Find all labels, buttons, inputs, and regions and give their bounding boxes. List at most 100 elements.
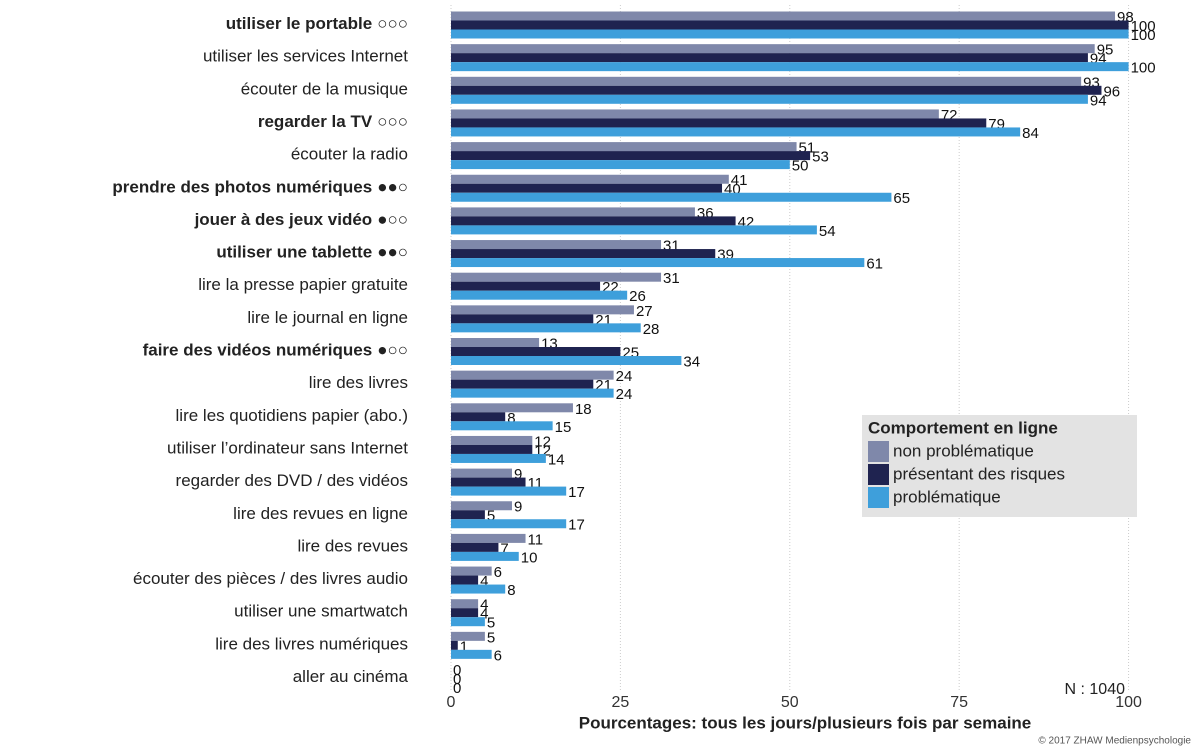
category-name: regarder la TV xyxy=(258,112,373,131)
category-marker: ○○○ xyxy=(377,112,408,131)
category-name: utiliser le portable xyxy=(226,14,372,33)
value-label: 12 xyxy=(534,433,551,450)
category-name: prendre des photos numériques xyxy=(112,178,372,197)
y-tick-label: lire des livres numériques xyxy=(215,635,408,654)
y-tick-label: utiliser les services Internet xyxy=(203,47,408,66)
bar xyxy=(451,599,479,609)
y-tick-label: regarder des DVD / des vidéos xyxy=(176,472,408,491)
bar xyxy=(451,356,682,365)
value-label: 100 xyxy=(1131,18,1156,35)
y-tick-label: lire la presse papier gratuite xyxy=(198,276,408,295)
bar xyxy=(451,640,458,650)
category-name: lire le journal en ligne xyxy=(247,308,408,327)
category-name: faire des vidéos numériques xyxy=(143,341,373,360)
category-name: écouter des pièces / des livres audio xyxy=(133,570,408,589)
value-label: 54 xyxy=(819,223,836,240)
y-tick-label: jouer à des jeux vidéo ●○○ xyxy=(194,210,408,229)
category-name: lire des livres xyxy=(309,374,408,393)
category-marker: ●○○ xyxy=(377,210,408,229)
category-name: regarder des DVD / des vidéos xyxy=(176,472,408,491)
bar xyxy=(451,347,621,356)
bar xyxy=(451,388,614,398)
value-label: 31 xyxy=(663,270,680,287)
category-marker: ●●○ xyxy=(377,243,408,262)
value-label: 17 xyxy=(568,517,585,534)
legend-label: non problématique xyxy=(893,441,1034,460)
y-tick-label: lire des livres xyxy=(309,374,408,393)
value-label: 6 xyxy=(494,647,502,664)
bar xyxy=(451,584,506,594)
category-name: utiliser une smartwatch xyxy=(234,602,408,621)
x-tick-label: 50 xyxy=(781,694,799,711)
category-name: lire la presse papier gratuite xyxy=(198,276,408,295)
bar xyxy=(451,160,790,170)
category-name: utiliser l’ordinateur sans Internet xyxy=(167,439,408,458)
bar xyxy=(451,435,533,445)
value-label: 34 xyxy=(683,353,700,370)
bar xyxy=(451,631,485,641)
value-label: 5 xyxy=(487,508,495,525)
value-label: 7 xyxy=(500,540,508,557)
value-label: 11 xyxy=(528,531,544,548)
value-label: 10 xyxy=(521,549,538,566)
bar xyxy=(451,216,736,226)
y-tick-label: utiliser une smartwatch xyxy=(234,602,408,621)
category-marker: ●●○ xyxy=(377,178,408,197)
value-label: 8 xyxy=(507,582,515,599)
bar xyxy=(451,109,939,119)
bar xyxy=(451,314,594,324)
bar xyxy=(451,11,1116,21)
value-label: 9 xyxy=(514,499,522,516)
bar xyxy=(451,444,533,454)
annotation: N : 1040 xyxy=(1065,681,1126,698)
bar xyxy=(451,142,797,152)
bar xyxy=(451,617,485,627)
category-name: lire des livres numériques xyxy=(215,635,408,654)
bar xyxy=(451,551,519,561)
value-label: 17 xyxy=(568,484,585,501)
y-tick-label: utiliser le portable ○○○ xyxy=(226,14,408,33)
legend: Comportement en ligne non problématique p… xyxy=(862,415,1137,517)
value-label: 61 xyxy=(866,256,883,273)
value-label: 65 xyxy=(893,190,910,207)
bar xyxy=(451,183,723,193)
value-label: 4 xyxy=(480,573,488,590)
x-tick-label: 100 xyxy=(1115,694,1142,711)
bar xyxy=(451,118,987,128)
value-label: 18 xyxy=(575,401,592,418)
bar xyxy=(451,533,526,543)
value-label: 53 xyxy=(812,149,829,166)
value-label: 8 xyxy=(507,410,515,427)
value-label: 41 xyxy=(731,172,748,189)
y-tick-label: lire des revues en ligne xyxy=(233,504,408,523)
value-label: 95 xyxy=(1097,42,1114,59)
x-axis-title: Pourcentages: tous les jours/plusieurs f… xyxy=(579,713,1032,732)
value-label: 100 xyxy=(1131,60,1156,77)
bar xyxy=(451,272,662,282)
bar xyxy=(451,53,1088,63)
bar xyxy=(451,486,567,496)
y-tick-label: utiliser une tablette ●●○ xyxy=(216,243,408,262)
x-tick-label: 0 xyxy=(447,694,456,711)
category-name: lire les quotidiens papier (abo.) xyxy=(176,406,408,425)
value-label: 6 xyxy=(494,564,502,581)
value-label: 24 xyxy=(616,386,633,403)
legend-label: présentant des risques xyxy=(893,464,1065,483)
bar xyxy=(451,127,1021,137)
value-label: 5 xyxy=(487,629,495,646)
bar xyxy=(451,338,540,347)
y-tick-label: lire des revues xyxy=(297,537,408,556)
bar xyxy=(451,566,492,576)
legend-swatch xyxy=(868,487,889,508)
bar xyxy=(451,207,695,217)
y-tick-label: écouter des pièces / des livres audio xyxy=(133,570,408,589)
bar xyxy=(451,305,634,315)
bar xyxy=(451,249,716,259)
value-label: 4 xyxy=(480,597,488,614)
value-label: 5 xyxy=(487,615,495,632)
bar xyxy=(451,29,1129,39)
x-tick-label: 75 xyxy=(950,694,968,711)
bar xyxy=(451,542,499,552)
y-tick-label: lire les quotidiens papier (abo.) xyxy=(176,406,408,425)
